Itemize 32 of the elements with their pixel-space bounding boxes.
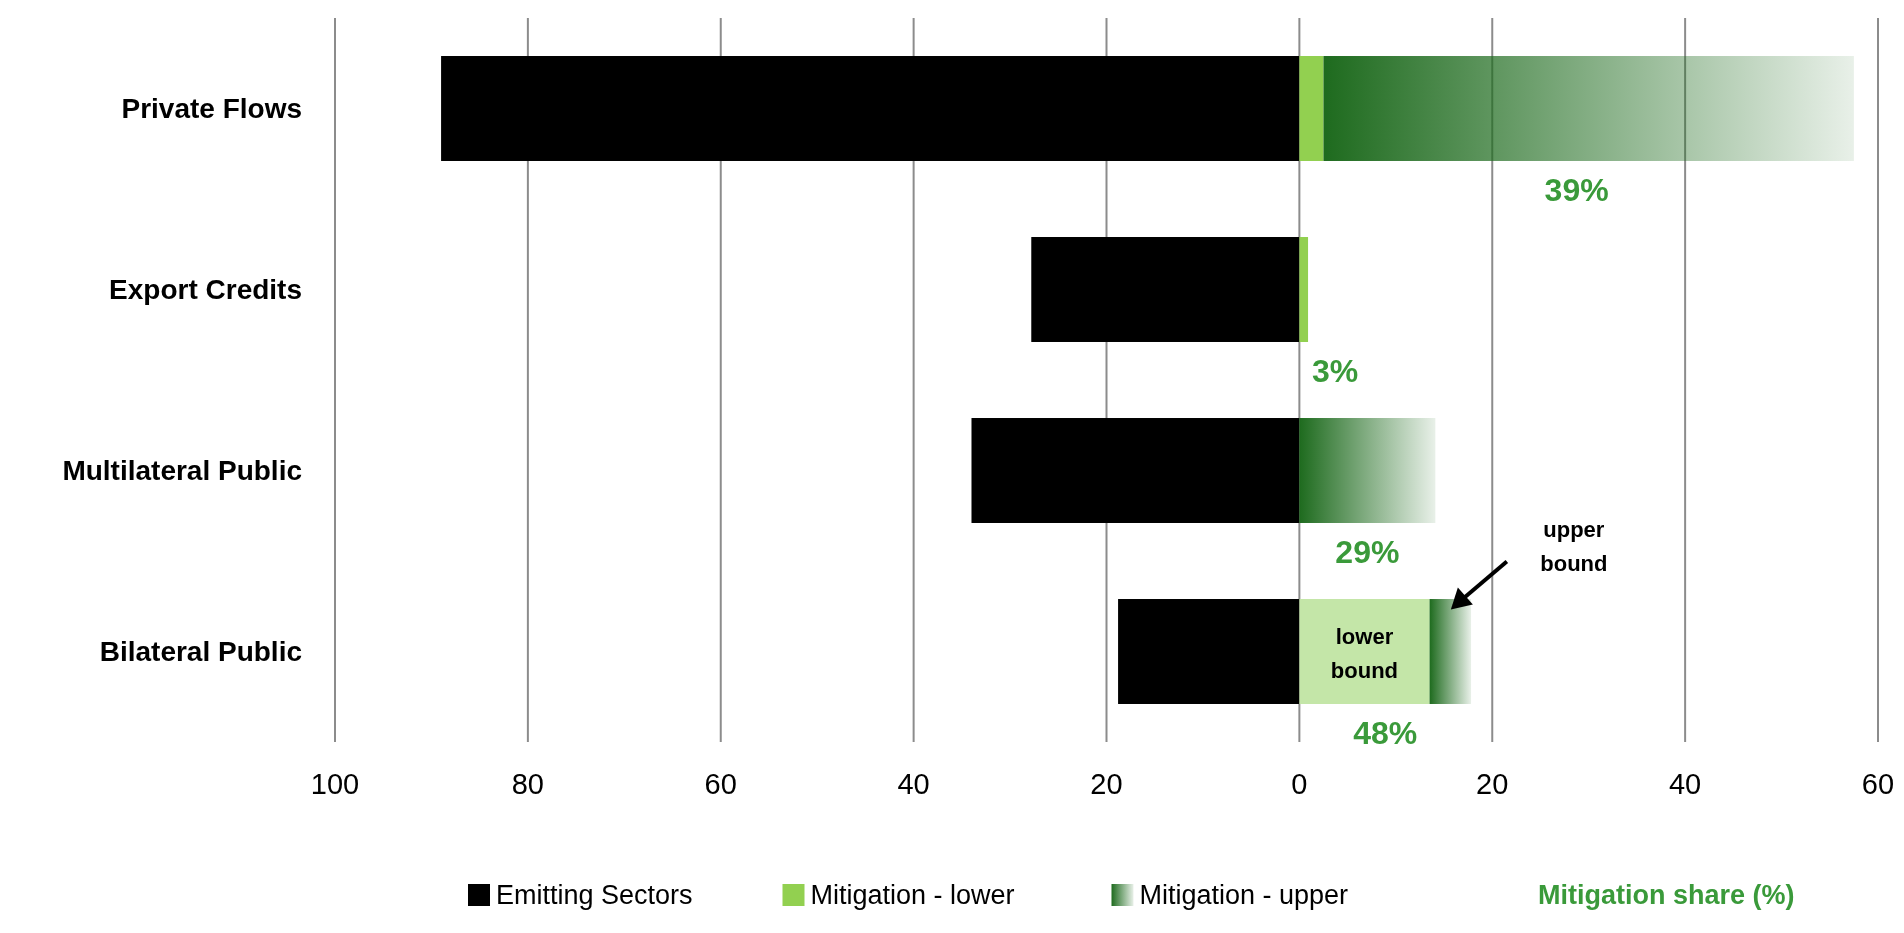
legend-label: Mitigation - lower [810, 880, 1015, 910]
x-tick-label: 80 [511, 768, 545, 800]
y-tick-label: Bilateral Public [99, 635, 302, 667]
x-tick-label: 20 [1090, 768, 1123, 800]
annotation: 29% [1335, 533, 1400, 570]
annotation: lower bound [1330, 623, 1399, 683]
x-tick-label: 100 [310, 768, 360, 800]
y-tick-label: Export Credits [109, 273, 302, 305]
bar [1299, 599, 1430, 704]
bar [1299, 237, 1309, 342]
bar [1118, 599, 1300, 704]
bar [1299, 56, 1324, 161]
annotation: upper bound [1540, 516, 1608, 576]
x-tick-label: 60 [1861, 768, 1895, 800]
x-tick-label: 40 [897, 768, 930, 800]
x-tick-label: 0 [1291, 768, 1308, 800]
y-tick-label: Multilateral Public [62, 454, 302, 486]
legend-label: Mitigation - upper [1139, 880, 1349, 910]
x-tick-label: 40 [1668, 768, 1702, 800]
annotation: 3% [1311, 352, 1359, 389]
text: Mitigation share (%) [1538, 880, 1795, 910]
legend-label: Emitting Sectors [496, 880, 693, 910]
bar [441, 56, 1300, 161]
annotation: 48% [1353, 714, 1418, 751]
y-tick-label: Private Flows [121, 92, 302, 124]
bar [1323, 56, 1854, 161]
bar [971, 418, 1300, 523]
x-tick-label: 60 [704, 768, 737, 800]
x-tick-label: 20 [1476, 768, 1509, 800]
annotation: 39% [1544, 171, 1609, 208]
bar [1299, 418, 1436, 523]
bar [1031, 237, 1300, 342]
